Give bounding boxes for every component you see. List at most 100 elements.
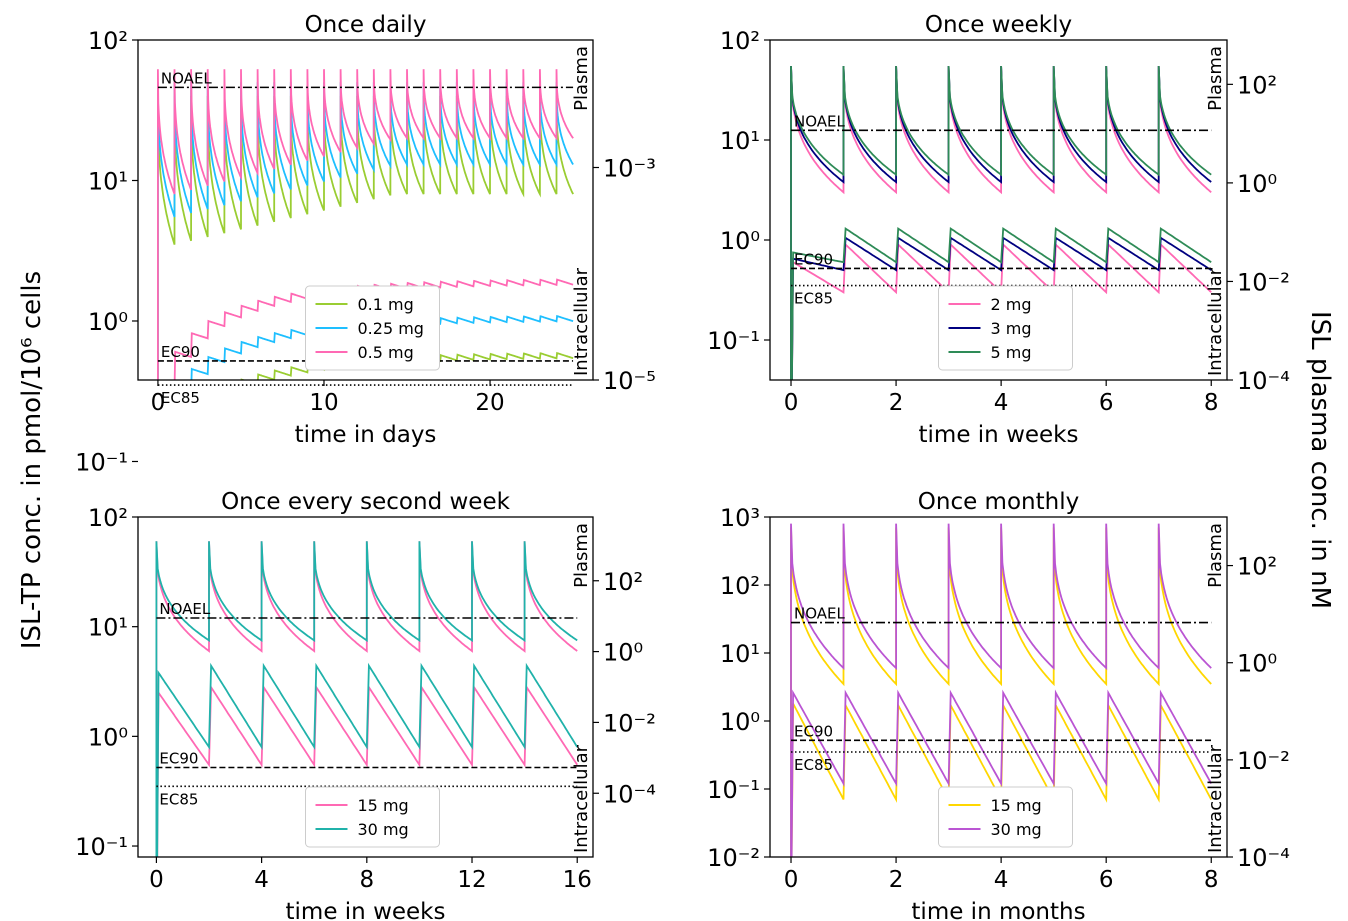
ref-label-noael: NOAEL bbox=[794, 112, 846, 130]
x-axis-label: time in weeks bbox=[286, 899, 446, 921]
plasma-line-2-mg bbox=[790, 65, 1212, 380]
y2-tick-label: 10⁰ bbox=[1237, 650, 1277, 678]
legend: 15 mg 30 mg bbox=[938, 786, 1073, 848]
plasma-line-0.5-mg bbox=[157, 69, 574, 380]
legend-entry: 0.5 mg bbox=[358, 343, 414, 362]
y-tick-label: 10² bbox=[88, 27, 128, 55]
ref-label-ec90: EC90 bbox=[161, 343, 200, 361]
y-tick-label: 10² bbox=[720, 572, 760, 600]
y-tick-label: 10⁻¹ bbox=[75, 833, 128, 861]
plasma-line-0.1-mg bbox=[157, 95, 574, 380]
chart-title: Once daily bbox=[305, 12, 427, 38]
x-tick-label: 6 bbox=[1099, 867, 1114, 893]
y2-tick-label: 10⁻⁴ bbox=[1237, 844, 1290, 872]
y-tick-label: 10⁻¹ bbox=[75, 448, 128, 476]
intracellular-line-5-mg bbox=[791, 226, 1212, 380]
y-tick-label: 10¹ bbox=[88, 614, 128, 642]
x-tick-label: 20 bbox=[475, 390, 504, 416]
side-label-intracellular: Intracellular bbox=[1205, 744, 1226, 853]
legend: 15 mg 30 mg bbox=[305, 786, 440, 848]
y2-tick-label: 10⁻² bbox=[1237, 747, 1290, 775]
x-tick-label: 8 bbox=[1204, 867, 1219, 893]
legend-entry: 3 mg bbox=[991, 319, 1032, 338]
x-tick-label: 0 bbox=[784, 390, 799, 416]
y-tick-label: 10¹ bbox=[720, 640, 760, 668]
y2-tick-label: 10² bbox=[1237, 71, 1277, 99]
y2-tick-label: 10⁻⁴ bbox=[1237, 367, 1290, 395]
plasma-line-3-mg bbox=[790, 65, 1212, 380]
plasma-line-15-mg bbox=[790, 527, 1212, 857]
y-tick-label: 10⁻¹ bbox=[707, 327, 760, 355]
y-tick-label: 10⁰ bbox=[720, 227, 760, 255]
x-tick-label: 8 bbox=[359, 867, 374, 893]
ref-label-noael: NOAEL bbox=[161, 69, 213, 87]
y-tick-label: 10⁻² bbox=[707, 844, 760, 872]
intracellular-line-30-mg bbox=[156, 662, 578, 857]
chart-3: Once monthly time in months 0 2 4 6 8 10⁻² 10⁻¹ 1… bbox=[707, 489, 1290, 921]
chart-0: Once daily time in days 0 10 20 10⁻¹ 10⁰ 10¹ 10²… bbox=[75, 12, 656, 476]
y2-tick-label: 10⁰ bbox=[603, 639, 643, 667]
side-label-plasma: Plasma bbox=[571, 46, 592, 111]
legend: 2 mg 3 mg 5 mg bbox=[938, 285, 1073, 371]
plasma-line-30-mg bbox=[790, 523, 1212, 857]
plot-area bbox=[790, 65, 1212, 380]
plot-frame bbox=[769, 39, 1228, 381]
x-axis-label: time in weeks bbox=[919, 422, 1079, 448]
legend-entry: 0.1 mg bbox=[358, 295, 414, 314]
x-tick-label: 4 bbox=[994, 867, 1009, 893]
plot-frame bbox=[137, 39, 594, 381]
side-label-plasma: Plasma bbox=[571, 523, 592, 588]
y2-tick-label: 10⁻² bbox=[1237, 268, 1290, 296]
x-tick-label: 8 bbox=[1204, 390, 1219, 416]
legend-entry: 2 mg bbox=[991, 295, 1032, 314]
side-label-plasma: Plasma bbox=[1205, 46, 1226, 111]
y2-tick-label: 10⁻³ bbox=[603, 155, 656, 183]
chart-title: Once monthly bbox=[918, 489, 1079, 515]
y2-tick-label: 10² bbox=[1237, 553, 1277, 581]
side-label-intracellular: Intracellular bbox=[1205, 267, 1226, 376]
x-tick-label: 16 bbox=[563, 867, 592, 893]
legend-entry: 30 mg bbox=[358, 820, 409, 839]
y-tick-label: 10⁰ bbox=[720, 708, 760, 736]
side-label-intracellular: Intracellular bbox=[571, 267, 592, 376]
ref-label-ec85: EC85 bbox=[159, 790, 198, 808]
chart-1: Once weekly time in weeks 0 2 4 6 8 10⁻¹ 10⁰ 10¹ 1… bbox=[707, 12, 1290, 448]
x-tick-label: 2 bbox=[889, 867, 904, 893]
chart-2: Once every second week time in weeks 0 4 8 12… bbox=[75, 489, 656, 921]
plot-area bbox=[790, 523, 1212, 857]
ref-label-noael: NOAEL bbox=[159, 600, 211, 618]
legend-entry: 15 mg bbox=[358, 796, 409, 815]
plot-frame bbox=[137, 516, 594, 858]
y2-tick-label: 10⁰ bbox=[1237, 170, 1277, 198]
plasma-line-15-mg bbox=[155, 541, 578, 857]
plot-frame bbox=[769, 516, 1228, 858]
y-tick-label: 10² bbox=[88, 504, 128, 532]
legend-entry: 0.25 mg bbox=[358, 319, 424, 338]
y-tick-label: 10³ bbox=[720, 504, 760, 532]
intracellular-line-15-mg bbox=[156, 684, 578, 857]
plot-area bbox=[155, 541, 578, 857]
x-tick-label: 10 bbox=[309, 390, 338, 416]
y2-tick-label: 10² bbox=[603, 568, 643, 596]
x-tick-label: 0 bbox=[151, 390, 166, 416]
ref-label-ec85: EC85 bbox=[794, 290, 833, 308]
ref-label-ec90: EC90 bbox=[794, 250, 833, 268]
side-label-plasma: Plasma bbox=[1205, 523, 1226, 588]
legend-entry: 30 mg bbox=[991, 820, 1042, 839]
chart-title: Once weekly bbox=[925, 12, 1072, 38]
y-tick-label: 10² bbox=[720, 27, 760, 55]
ref-label-noael: NOAEL bbox=[794, 605, 846, 623]
y2-tick-label: 10⁻⁴ bbox=[603, 780, 656, 808]
ref-label-ec85: EC85 bbox=[161, 389, 200, 407]
y2-tick-label: 10⁻⁵ bbox=[603, 367, 656, 395]
intracellular-line-30-mg bbox=[790, 689, 1212, 857]
legend-entry: 15 mg bbox=[991, 796, 1042, 815]
plasma-line-0.25-mg bbox=[157, 82, 574, 380]
legend-box bbox=[938, 285, 1073, 371]
legend: 0.1 mg 0.25 mg 0.5 mg bbox=[305, 285, 440, 371]
x-tick-label: 2 bbox=[889, 390, 904, 416]
y-tick-label: 10⁰ bbox=[88, 308, 128, 336]
plasma-line-30-mg bbox=[155, 541, 578, 857]
side-label-intracellular: Intracellular bbox=[571, 744, 592, 853]
